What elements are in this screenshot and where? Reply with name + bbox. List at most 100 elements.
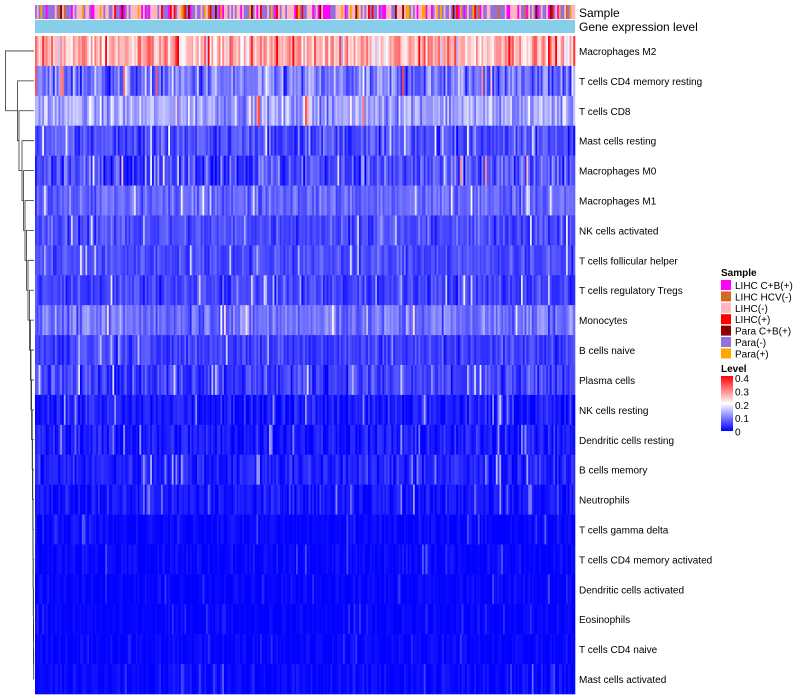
heatmap-cell <box>285 95 288 127</box>
heatmap-cell <box>36 484 39 515</box>
heatmap-cell <box>359 36 362 67</box>
heatmap-cell <box>537 394 540 426</box>
heatmap-cell <box>375 275 378 306</box>
heatmap-cell <box>540 275 543 306</box>
heatmap-cell <box>441 394 444 426</box>
heatmap-cell <box>526 65 529 97</box>
heatmap-cell <box>242 454 245 485</box>
sample-track-cell <box>450 5 453 19</box>
heatmap-cell <box>551 185 554 216</box>
heatmap-cell <box>179 365 182 396</box>
heatmap-cell <box>490 275 493 306</box>
heatmap-cell <box>170 155 173 186</box>
heatmap-cell <box>535 275 538 306</box>
heatmap-cell <box>182 365 185 396</box>
heatmap-cell <box>159 365 162 396</box>
heatmap-cell <box>324 125 327 156</box>
heatmap-cell <box>272 95 275 127</box>
heatmap-cell <box>96 215 99 246</box>
heatmap-cell <box>150 394 153 426</box>
heatmap-cell <box>443 185 446 216</box>
heatmap-cell <box>38 36 41 67</box>
sample-track-cell <box>260 5 263 19</box>
heatmap-cell <box>116 424 119 456</box>
heatmap-cell <box>135 484 138 515</box>
heatmap-cell <box>139 454 142 485</box>
heatmap-cell <box>351 36 354 67</box>
heatmap-cell <box>162 365 165 396</box>
heatmap-cell <box>206 394 209 426</box>
heatmap-cell <box>251 365 254 396</box>
heatmap-cell <box>564 394 567 426</box>
heatmap-cell <box>231 394 234 426</box>
heatmap-cell <box>378 125 381 156</box>
heatmap-cell <box>81 275 84 306</box>
heatmap-cell <box>344 365 347 396</box>
heatmap-cell <box>560 215 563 246</box>
heatmap-cell <box>377 155 380 186</box>
heatmap-cell <box>303 215 306 246</box>
heatmap-cell <box>472 65 475 97</box>
heatmap-cell <box>497 125 500 156</box>
heatmap-cell <box>188 335 191 366</box>
heatmap-cell <box>459 155 462 186</box>
heatmap-cell <box>189 365 192 396</box>
heatmap-cell <box>371 424 374 456</box>
heatmap-cell <box>567 424 570 456</box>
heatmap-cell <box>47 155 50 186</box>
heatmap-cell <box>396 394 399 426</box>
heatmap-cell <box>143 245 146 276</box>
heatmap-cell <box>49 155 52 186</box>
heatmap-cell <box>337 484 340 515</box>
heatmap-cell <box>429 365 432 396</box>
heatmap-cell <box>512 95 515 127</box>
heatmap-cell <box>476 155 479 186</box>
heatmap-cell <box>40 185 43 216</box>
heatmap-cell <box>135 125 138 156</box>
heatmap-cell <box>359 394 362 426</box>
heatmap-cell <box>231 125 234 156</box>
heatmap-cell <box>166 185 169 216</box>
sample-track-cell <box>234 5 237 19</box>
sample-track-cell <box>441 5 444 19</box>
heatmap-cell <box>283 185 286 216</box>
heatmap-cell <box>562 365 565 396</box>
heatmap-cell <box>440 275 443 306</box>
heatmap-cell <box>564 275 567 306</box>
heatmap-cell <box>67 65 70 97</box>
heatmap-cell <box>497 394 500 426</box>
heatmap-cell <box>431 335 434 366</box>
heatmap-cell <box>337 65 340 97</box>
heatmap-cell <box>479 365 482 396</box>
heatmap-cell <box>139 65 142 97</box>
heatmap-cell <box>112 36 115 67</box>
heatmap-cell <box>224 95 227 127</box>
heatmap-cell <box>216 245 219 276</box>
heatmap-cell <box>69 125 72 156</box>
heatmap-cell <box>173 36 176 67</box>
heatmap-cell <box>63 335 66 366</box>
heatmap-cell <box>71 95 74 127</box>
heatmap-cell <box>461 394 464 426</box>
heatmap-cell <box>112 484 115 515</box>
heatmap-cell <box>202 394 205 426</box>
heatmap-cell <box>328 155 331 186</box>
heatmap-cell <box>204 335 207 366</box>
heatmap-cell <box>45 305 48 336</box>
heatmap-cell <box>108 125 111 156</box>
heatmap-cell <box>177 125 180 156</box>
heatmap-cell <box>571 36 574 67</box>
heatmap-cell <box>312 36 315 67</box>
heatmap-cell <box>128 95 131 127</box>
heatmap-cell <box>35 245 38 276</box>
heatmap-cell <box>292 36 295 67</box>
heatmap-cell <box>519 125 522 156</box>
heatmap-cell <box>197 275 200 306</box>
heatmap-cell <box>222 36 225 67</box>
heatmap-cell <box>375 125 378 156</box>
heatmap-cell <box>515 36 518 67</box>
heatmap-cell <box>171 454 174 485</box>
heatmap-cell <box>393 424 396 456</box>
heatmap-cell <box>47 275 50 306</box>
heatmap-cell <box>164 305 167 336</box>
